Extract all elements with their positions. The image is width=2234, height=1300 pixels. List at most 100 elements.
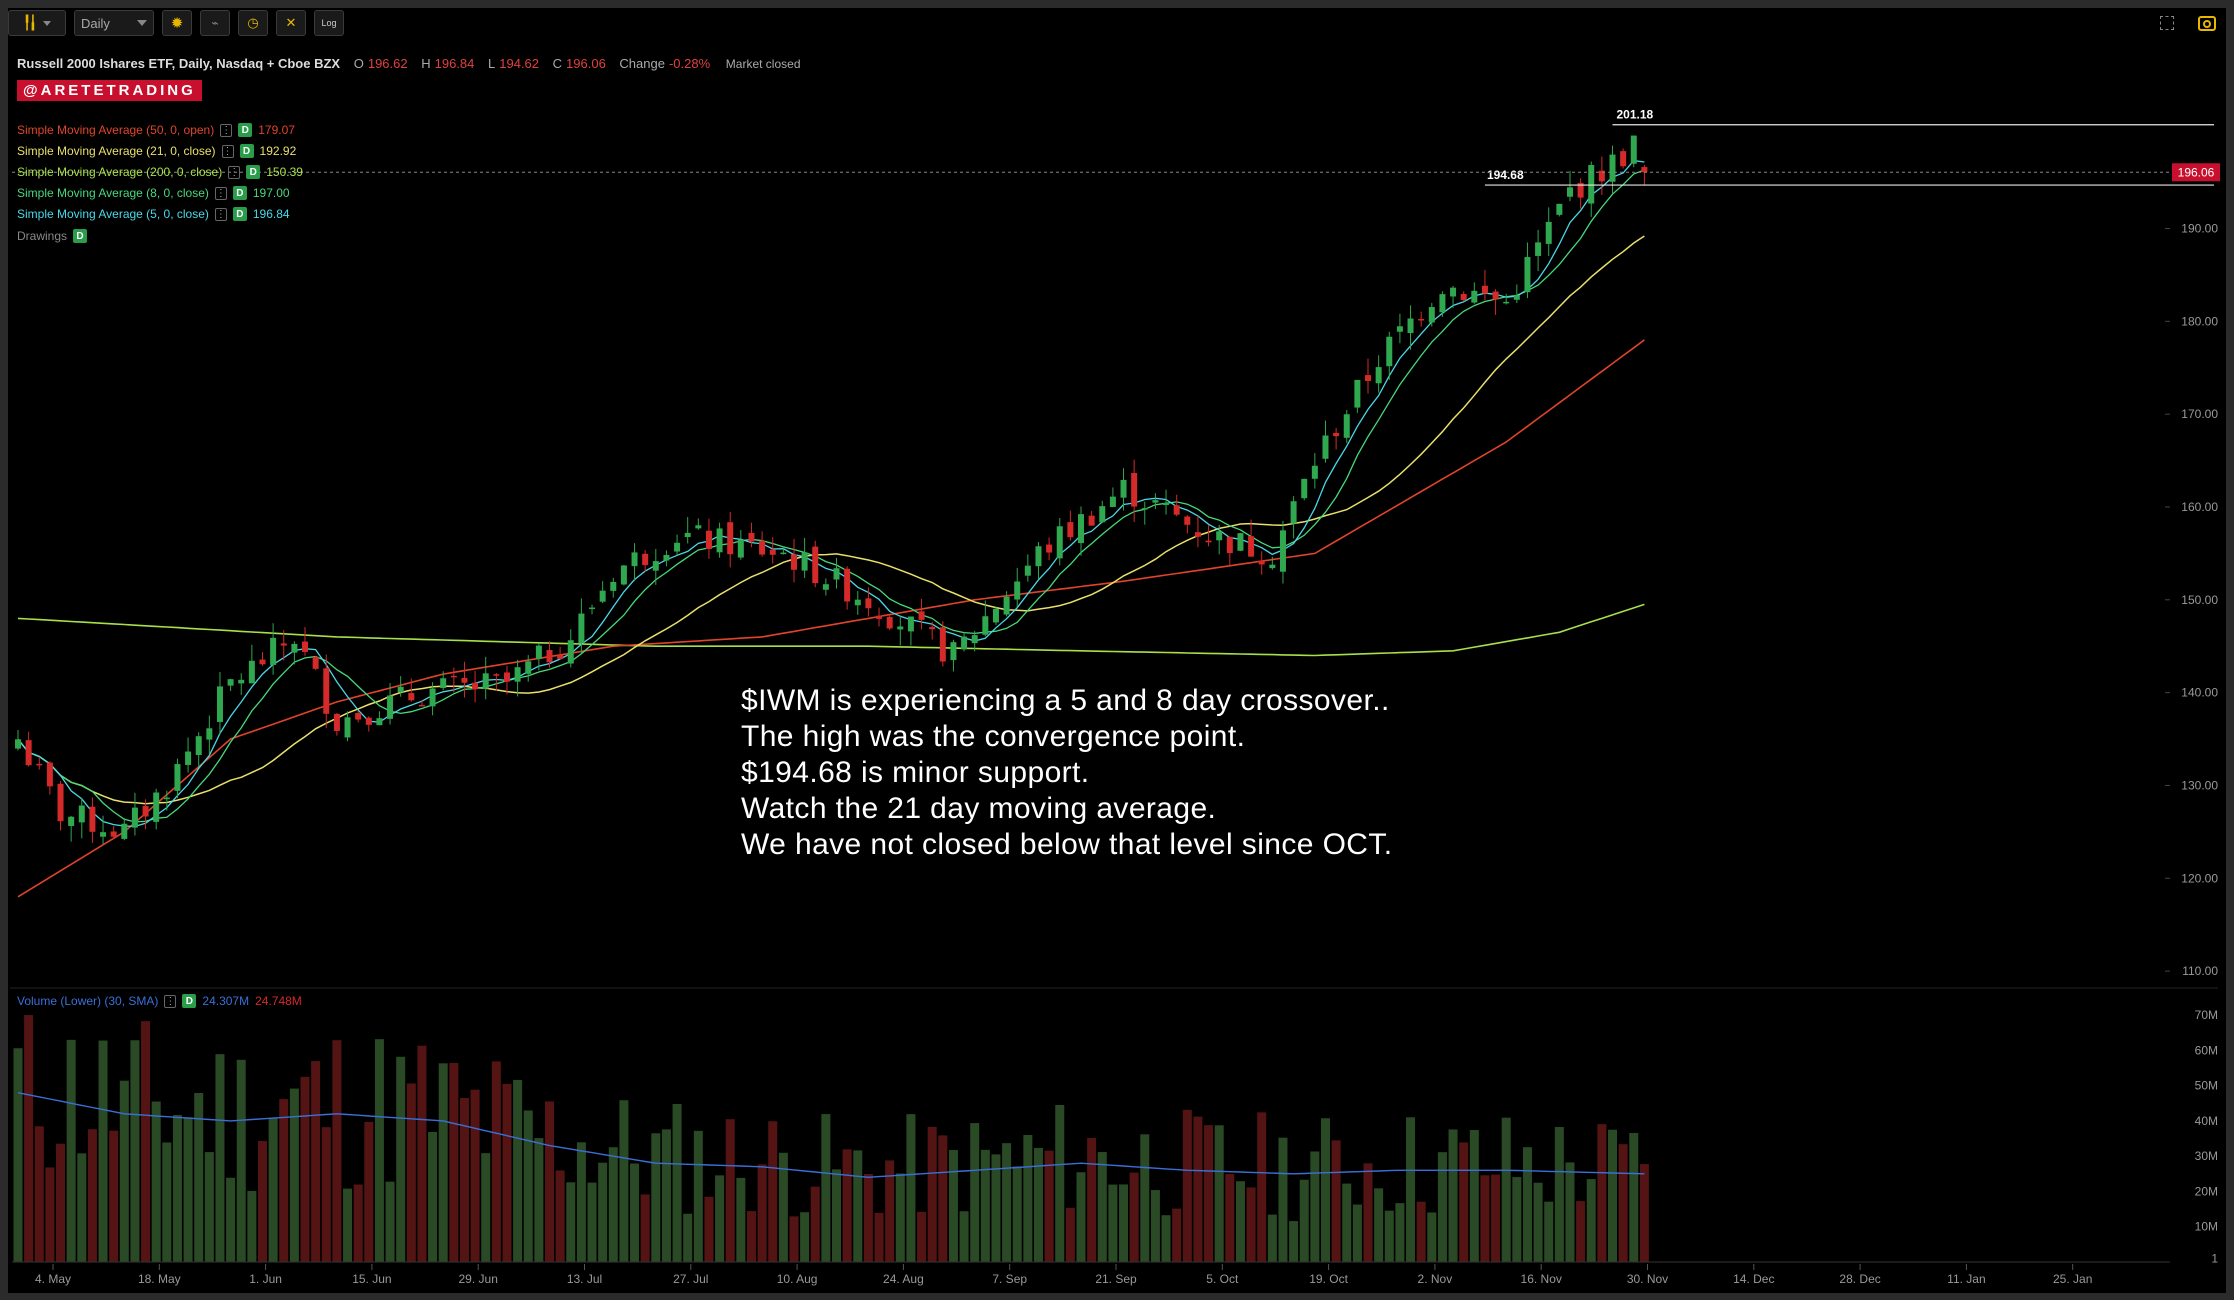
indicator-toggle-icon[interactable]: D	[232, 186, 247, 200]
volume-bar	[1629, 1132, 1639, 1262]
interval-select[interactable]: Daily	[74, 10, 154, 36]
candle-body	[674, 542, 681, 552]
candle-body	[216, 686, 223, 722]
volume-bar	[428, 1131, 438, 1262]
drawings-label: Drawings	[17, 229, 68, 243]
log-scale-button[interactable]: Log	[314, 10, 344, 36]
candle-body	[429, 688, 436, 707]
sma-8-line	[17, 169, 1645, 823]
candle-body	[15, 739, 21, 749]
volume-bar	[980, 1149, 990, 1262]
drawings-toggle-icon[interactable]: D	[73, 229, 88, 243]
more-options-icon[interactable]: ⋮	[221, 144, 234, 158]
volume-bar	[300, 1076, 310, 1262]
indicator-row[interactable]: Simple Moving Average (50, 0, open) ⋮ D 179…	[17, 123, 295, 137]
volume-bar	[1182, 1109, 1192, 1262]
candle-body	[185, 751, 192, 765]
more-options-icon[interactable]: ⋮	[228, 165, 241, 179]
price-tick-label: 160.00	[2181, 500, 2218, 514]
indicators-button[interactable]: ⌁	[200, 10, 230, 36]
volume-bar	[1320, 1118, 1330, 1262]
indicator-row[interactable]: Simple Moving Average (5, 0, close) ⋮ D 196…	[17, 207, 290, 221]
volume-bar	[1235, 1181, 1245, 1262]
price-tick-label: 110.00	[2182, 964, 2218, 978]
volume-bar	[1491, 1174, 1501, 1262]
toolbar: ╿╽ Daily ✹ ⌁ ◷ ✕ Log	[8, 8, 344, 38]
clock-button[interactable]: ◷	[238, 10, 268, 36]
more-options-icon[interactable]: ⋮	[164, 994, 177, 1008]
volume-bar	[1639, 1164, 1649, 1262]
volume-bar	[513, 1079, 523, 1262]
candle-body	[57, 783, 64, 822]
open-value: 196.62	[367, 56, 408, 71]
date-tick-label: 11. Jan	[1947, 1272, 1985, 1286]
candle-body	[376, 718, 383, 726]
indicator-value: 179.07	[258, 123, 295, 137]
candle-body	[174, 764, 181, 791]
volume-bar	[715, 1175, 725, 1262]
chart-style-button[interactable]: ╿╽	[8, 10, 66, 36]
candle-body	[1354, 379, 1361, 408]
indicator-label: Simple Moving Average (8, 0, close)	[17, 186, 209, 200]
indicator-row[interactable]: Simple Moving Average (21, 0, close) ⋮ D 19…	[17, 144, 296, 158]
candle-body	[705, 530, 712, 549]
volume-bar	[672, 1103, 682, 1262]
change-value: -0.28%	[668, 56, 711, 71]
volume-bar	[438, 1063, 448, 1262]
candle-body	[1630, 135, 1637, 164]
indicator-row[interactable]: Simple Moving Average (200, 0, close) ⋮ D 1…	[17, 165, 303, 179]
volume-bar	[109, 1130, 119, 1262]
date-tick-label: 16. Nov	[1521, 1272, 1562, 1286]
volume-bar	[725, 1119, 735, 1262]
volume-bar	[353, 1184, 363, 1262]
price-tick-label: 190.00	[2181, 222, 2218, 236]
volume-bar	[651, 1133, 661, 1262]
candle-body	[142, 806, 149, 817]
candle-body	[1439, 294, 1446, 313]
volume-bar	[289, 1088, 299, 1262]
fullscreen-button[interactable]	[2158, 14, 2176, 32]
candle-body	[1598, 170, 1605, 182]
volume-bar	[704, 1196, 714, 1262]
snapshot-button[interactable]	[2198, 14, 2216, 32]
candle-body	[365, 717, 372, 725]
more-options-icon[interactable]: ⋮	[214, 207, 227, 221]
candle-body	[695, 525, 702, 529]
volume-bar	[1533, 1182, 1543, 1262]
candle-body	[918, 611, 925, 620]
indicator-row[interactable]: Simple Moving Average (8, 0, close) ⋮ D 197…	[17, 186, 290, 200]
settings-button[interactable]: ✹	[162, 10, 192, 36]
volume-toggle-icon[interactable]: D	[182, 994, 197, 1008]
candle-body	[1290, 501, 1297, 524]
volume-bar	[1554, 1127, 1564, 1262]
candle-body	[387, 695, 394, 719]
date-tick-label: 27. Jul	[673, 1272, 708, 1286]
candle-body	[1014, 581, 1021, 600]
volume-bar	[842, 1149, 852, 1262]
volume-bar	[545, 1101, 554, 1262]
candle-body	[907, 616, 914, 632]
volume-bar	[321, 1127, 331, 1262]
indicator-toggle-icon[interactable]: D	[246, 165, 261, 179]
volume-bar	[236, 1059, 246, 1262]
more-options-icon[interactable]: ⋮	[214, 186, 227, 200]
indicator-toggle-icon[interactable]: D	[232, 207, 247, 221]
candle-body	[1078, 514, 1084, 544]
drawing-button[interactable]: ✕	[276, 10, 306, 36]
volume-bar	[385, 1181, 395, 1262]
volume-bar	[1437, 1152, 1447, 1262]
candle-body	[323, 668, 330, 714]
drawings-row[interactable]: Drawings D	[17, 229, 88, 243]
indicator-toggle-icon[interactable]: D	[238, 123, 253, 137]
volume-bar	[66, 1039, 76, 1262]
volume-bar	[1267, 1214, 1277, 1262]
sma-200-line	[17, 603, 1645, 657]
volume-bar	[364, 1121, 374, 1262]
candle-body	[929, 627, 936, 630]
volume-bar	[1108, 1184, 1118, 1262]
price-tick-label: 130.00	[2181, 778, 2218, 792]
indicator-toggle-icon[interactable]: D	[239, 144, 254, 158]
date-tick-label: 29. Jun	[459, 1272, 498, 1286]
more-options-icon[interactable]: ⋮	[220, 123, 233, 137]
